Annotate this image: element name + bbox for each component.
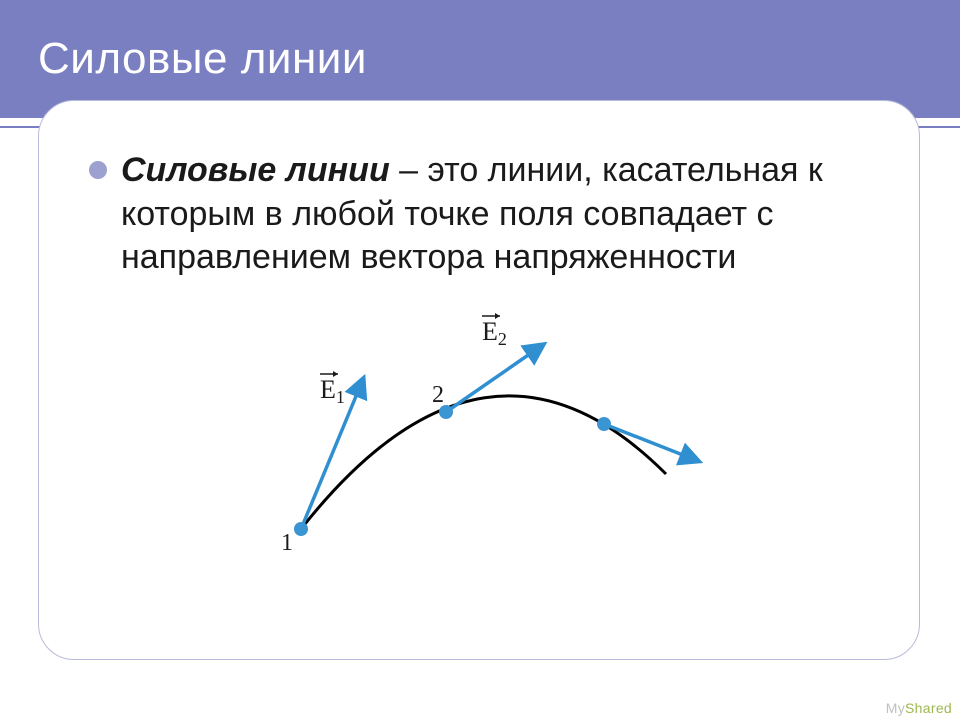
vector-1 — [301, 389, 359, 529]
watermark-part1: My — [886, 700, 905, 716]
watermark: MyShared — [886, 700, 952, 716]
field-line-curve — [301, 395, 666, 528]
slide-title: Силовые линии — [38, 34, 367, 84]
content-card: Силовые линии – это линии, касательная к… — [38, 100, 920, 660]
point-label-2: 2 — [432, 382, 444, 408]
watermark-part2: Shared — [905, 700, 952, 716]
vector-label-2: E2 — [482, 317, 507, 349]
vector-label-1: E1 — [320, 375, 345, 407]
point-3 — [597, 417, 611, 431]
definition-text: Силовые линии – это линии, касательная к… — [121, 149, 883, 280]
field-line-diagram: E1 E2 1 2 — [236, 304, 736, 569]
bullet-icon — [89, 161, 107, 179]
vector-2 — [446, 351, 534, 412]
definition-block: Силовые линии – это линии, касательная к… — [89, 149, 883, 280]
vector-3 — [604, 424, 688, 457]
diagram-svg: E1 E2 1 2 — [236, 304, 736, 564]
point-label-1: 1 — [281, 530, 293, 556]
point-1 — [294, 522, 308, 536]
definition-term: Силовые линии — [121, 151, 390, 189]
